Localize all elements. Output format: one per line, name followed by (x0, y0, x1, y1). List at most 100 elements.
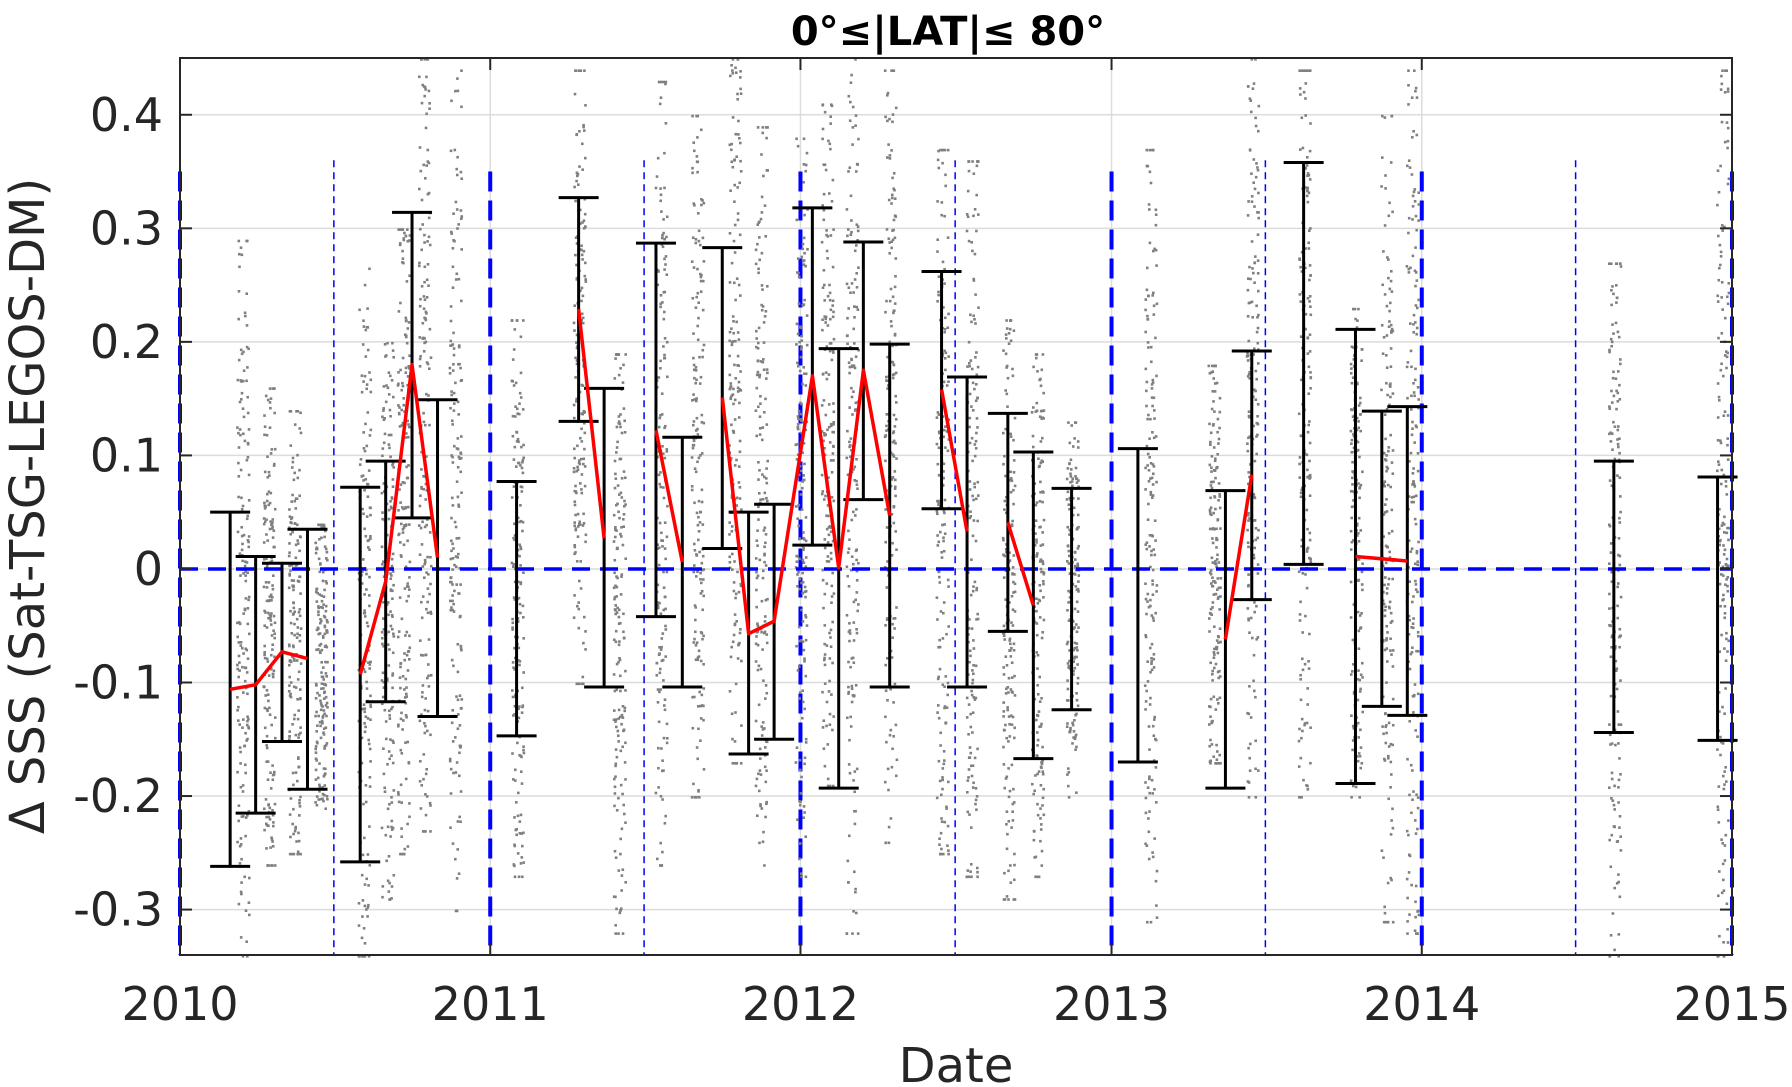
scatter-point (584, 261, 587, 265)
scatter-point (397, 509, 400, 512)
scatter-point (944, 425, 947, 428)
scatter-point (247, 717, 250, 721)
scatter-point (1252, 82, 1256, 85)
scatter-point (389, 577, 392, 580)
scatter-point (1301, 729, 1304, 733)
scatter-point (666, 737, 669, 740)
scatter-point (576, 174, 579, 178)
scatter-point (1212, 423, 1215, 426)
scatter-point (700, 128, 703, 132)
scatter-point (427, 235, 431, 239)
scatter-point (1144, 298, 1148, 301)
scatter-point (936, 544, 940, 547)
scatter-point (517, 791, 520, 795)
scatter-point (1039, 589, 1042, 593)
scatter-point (388, 714, 391, 717)
scatter-point (381, 695, 385, 699)
scatter-point (733, 158, 736, 161)
scatter-point (1076, 704, 1080, 708)
scatter-point (1308, 278, 1311, 282)
scatter-point (620, 907, 623, 910)
scatter-point (756, 630, 760, 633)
scatter-point (730, 645, 733, 649)
scatter-point (365, 680, 368, 684)
scatter-point (512, 485, 516, 488)
scatter-point (892, 455, 896, 458)
scatter-point (613, 595, 617, 599)
scatter-point (890, 765, 894, 769)
scatter-point (515, 827, 518, 831)
scatter-point (975, 497, 978, 501)
scatter-point (362, 802, 365, 806)
scatter-point (1247, 617, 1250, 620)
scatter-point (825, 582, 829, 585)
scatter-point (245, 379, 248, 383)
scatter-point (801, 620, 805, 623)
scatter-point (702, 578, 705, 581)
scatter-point (291, 771, 295, 775)
scatter-point (850, 684, 854, 688)
scatter-point (1150, 476, 1154, 480)
scatter-point (512, 536, 515, 540)
scatter-point (1067, 771, 1071, 774)
scatter-point (406, 740, 409, 744)
scatter-point (697, 530, 701, 533)
scatter-point (1004, 548, 1008, 551)
scatter-point (326, 660, 329, 664)
scatter-point (700, 413, 704, 417)
scatter-point (662, 291, 666, 294)
scatter-point (1150, 642, 1154, 646)
scatter-point (662, 736, 666, 740)
scatter-point (247, 901, 251, 904)
scatter-point (755, 777, 759, 781)
scatter-point (798, 587, 802, 591)
scatter-point (693, 542, 696, 546)
scatter-point (1073, 626, 1076, 629)
scatter-point (665, 215, 669, 219)
scatter-point (1073, 646, 1077, 650)
scatter-point (1006, 706, 1009, 709)
scatter-point (246, 239, 249, 243)
scatter-point (944, 721, 948, 724)
scatter-point (244, 314, 247, 318)
scatter-point (453, 402, 456, 405)
scatter-point (268, 426, 272, 429)
scatter-point (574, 199, 577, 203)
scatter-point (320, 719, 324, 723)
scatter-point (802, 263, 806, 266)
scatter-point (886, 379, 889, 383)
scatter-point (1011, 802, 1015, 806)
scatter-point (448, 757, 452, 761)
scatter-point (452, 610, 456, 613)
scatter-point (573, 594, 576, 597)
scatter-point (1155, 480, 1158, 484)
scatter-point (383, 432, 387, 436)
scatter-point (967, 169, 971, 173)
scatter-point (622, 630, 625, 634)
scatter-point (382, 747, 385, 750)
scatter-point (1007, 715, 1011, 718)
scatter-point (449, 305, 453, 308)
scatter-point (820, 240, 824, 244)
scatter-point (1066, 722, 1069, 725)
scatter-point (845, 932, 849, 935)
scatter-point (1011, 819, 1015, 822)
scatter-point (265, 744, 268, 747)
scatter-point (615, 425, 619, 429)
scatter-point (1153, 553, 1157, 557)
scatter-point (263, 609, 266, 613)
scatter-point (1011, 608, 1015, 611)
scatter-point (242, 691, 245, 694)
scatter-point (460, 299, 463, 303)
scatter-point (263, 726, 267, 730)
scatter-point (273, 770, 276, 774)
scatter-point (692, 423, 695, 427)
scatter-point (824, 494, 827, 498)
scatter-point (941, 260, 945, 264)
scatter-point (1211, 719, 1214, 723)
scatter-point (698, 382, 702, 385)
scatter-point (1153, 837, 1156, 840)
scatter-point (729, 396, 733, 400)
scatter-point (1069, 458, 1073, 462)
scatter-point (429, 564, 433, 568)
